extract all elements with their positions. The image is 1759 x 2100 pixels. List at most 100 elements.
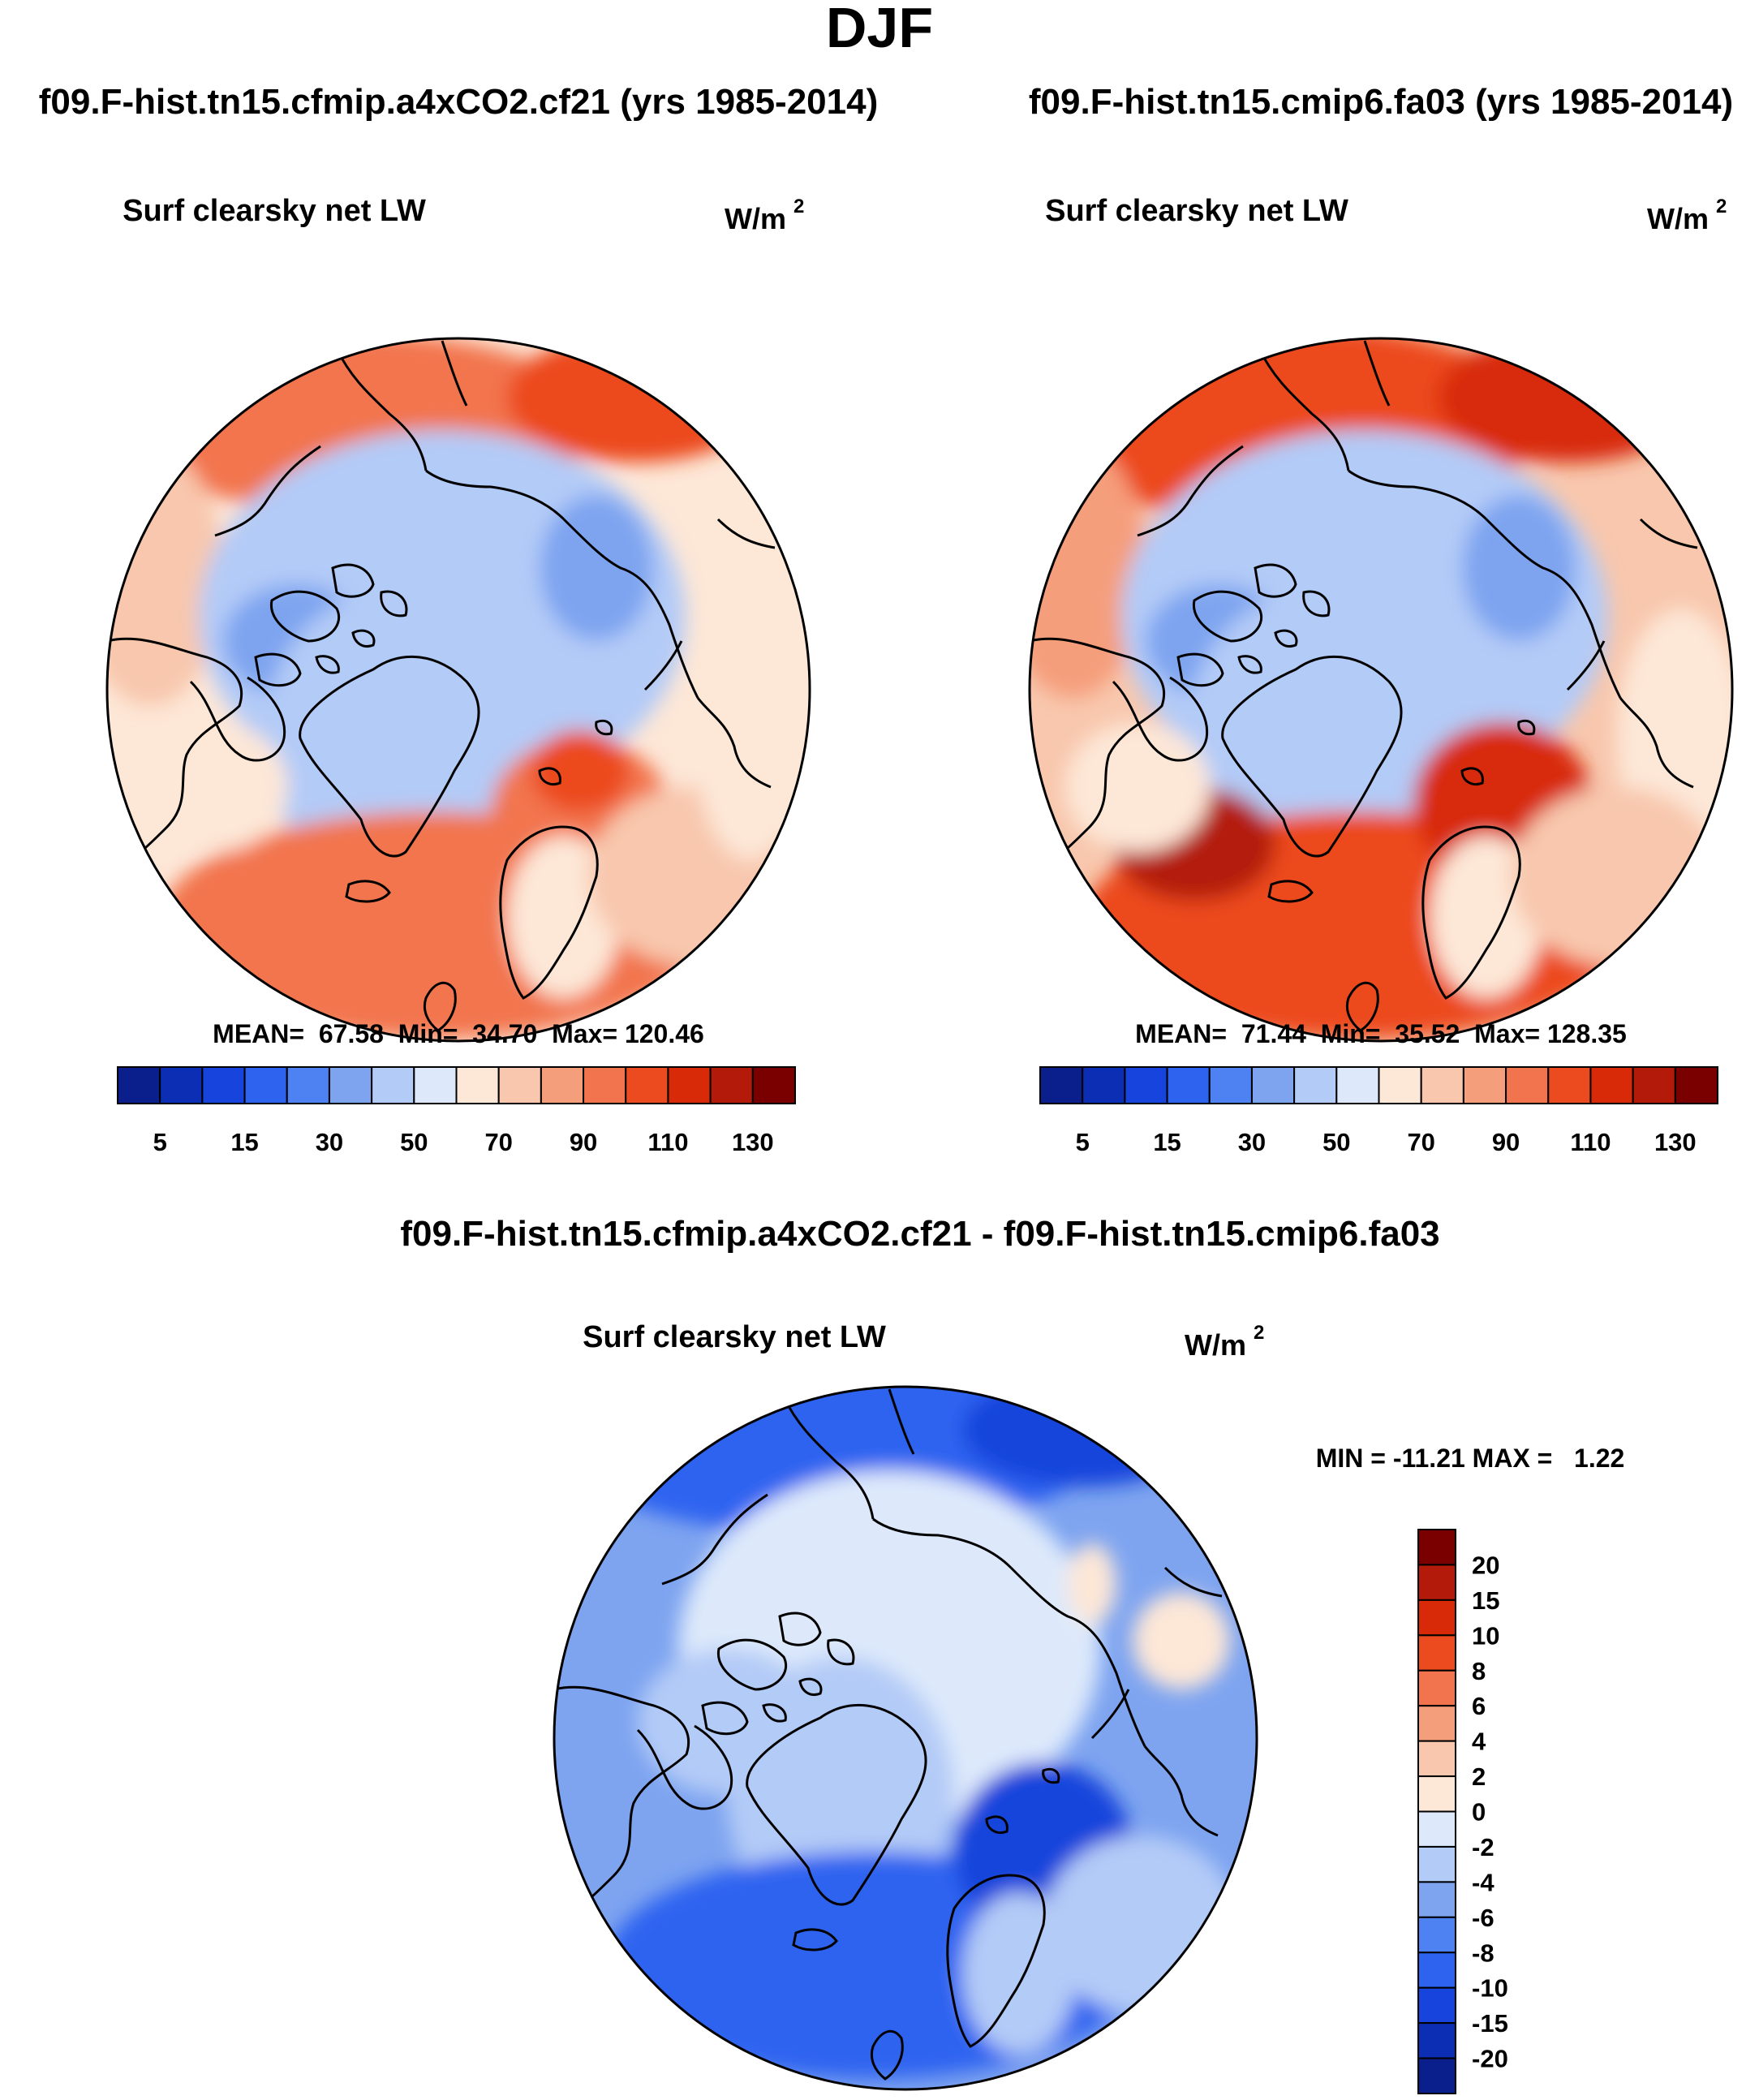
right-colorbar-label: 90 [1492,1128,1520,1156]
diff-colorbar-box [1417,1564,1456,1601]
left-stats: MEAN= 67.58 Min= 34.70 Max= 120.46 [213,1019,704,1048]
diff-colorbar-label: -4 [1472,1868,1495,1896]
left-colorbar-box [455,1066,500,1104]
diff-colorbar-box [1417,2022,1456,2059]
right-colorbar-box [1250,1066,1296,1104]
right-colorbar-box [1082,1066,1126,1104]
right-colorbar-label: 30 [1238,1128,1266,1156]
left-colorbar-box [625,1066,669,1104]
right-colorbar-box [1293,1066,1338,1104]
diff-colorbar-box [1417,1740,1456,1778]
figure-title: DJF [826,0,933,59]
right-map [1028,337,1734,1043]
right-colorbar-box [1378,1066,1422,1104]
left-colorbar-box [540,1066,585,1104]
right-colorbar-box [1208,1066,1253,1104]
diff-colorbar-label: -10 [1472,1974,1508,2003]
diff-colorbar-box [1417,1599,1456,1637]
left-colorbar-label: 110 [647,1128,688,1156]
left-colorbar-box [201,1066,246,1104]
right-colorbar-box [1632,1066,1676,1104]
diff-colorbar-box [1417,1634,1456,1672]
diff-colorbar-box [1417,1952,1456,1989]
left-colorbar-box [243,1066,288,1104]
diff-colorbar-box [1417,1881,1456,1918]
left-colorbar-label: 50 [400,1128,428,1156]
left-colorbar-box [667,1066,712,1104]
diff-colorbar-box [1417,1529,1456,1566]
left-colorbar: 5 15 30 50 70 90 110 130 [117,1066,796,1156]
diff-colorbar-label: 10 [1472,1621,1499,1650]
left-map [105,337,811,1043]
diff-colorbar-label: 20 [1472,1551,1499,1579]
diff-colorbar-label: 4 [1472,1728,1486,1756]
left-colorbar-label: 5 [153,1128,167,1156]
right-colorbar-label: 130 [1654,1128,1697,1156]
left-colorbar-box [328,1066,373,1104]
right-colorbar-box [1166,1066,1211,1104]
left-colorbar-label: 15 [230,1128,258,1156]
right-colorbar: 5 15 30 50 70 90 110 130 [1039,1066,1718,1156]
diff-colorbar-label: 8 [1472,1657,1486,1685]
right-colorbar-box [1505,1066,1550,1104]
right-colorbar-box [1335,1066,1380,1104]
right-colorbar-box [1039,1066,1084,1104]
left-colorbar-box [583,1066,627,1104]
diff-colorbar-label: -20 [1472,2045,1508,2073]
left-units: W/m 2 [725,196,804,235]
diff-colorbar-label: 6 [1472,1692,1486,1720]
diff-variable-label: Surf clearsky net LW [583,1320,886,1354]
diff-colorbar-label: -6 [1472,1904,1495,1932]
left-colorbar-box [371,1066,415,1104]
diff-colorbar-box [1417,1845,1456,1883]
left-colorbar-box [286,1066,330,1104]
left-colorbar-label: 70 [484,1128,512,1156]
diff-colorbar-box [1417,1775,1456,1813]
left-colorbar-box [751,1066,796,1104]
left-colorbar-label: 130 [732,1128,774,1156]
right-colorbar-label: 110 [1570,1128,1611,1156]
right-case-title: f09.F-hist.tn15.cmip6.fa03 (yrs 1985-201… [1029,82,1733,122]
left-colorbar-box [709,1066,754,1104]
right-colorbar-box [1547,1066,1592,1104]
left-colorbar-box [413,1066,458,1104]
diff-colorbar-box [1417,1916,1456,1954]
right-units: W/m 2 [1647,196,1727,235]
diff-colorbar-box [1417,2057,1456,2094]
diff-colorbar-label: -8 [1472,1939,1495,1967]
diff-units-base: W/m [1185,1328,1246,1362]
right-units-exp: 2 [1716,196,1727,217]
left-colorbar-box [159,1066,204,1104]
diff-case-title: f09.F-hist.tn15.cfmip.a4xCO2.cf21 - f09.… [400,1214,1439,1254]
right-colorbar-box [1462,1066,1507,1104]
diff-stats: MIN = -11.21 MAX = 1.22 [1316,1444,1625,1473]
left-units-exp: 2 [793,196,804,217]
diff-colorbar-label: 15 [1472,1586,1499,1615]
left-variable-label: Surf clearsky net LW [123,194,426,228]
diff-colorbar-label: -15 [1472,2009,1508,2038]
right-colorbar-box [1674,1066,1718,1104]
right-colorbar-box [1589,1066,1634,1104]
diff-colorbar-label: -2 [1472,1833,1495,1861]
diff-units: W/m 2 [1185,1322,1264,1362]
right-stats: MEAN= 71.44 Min= 35.52 Max= 128.35 [1135,1019,1627,1048]
left-colorbar-label: 30 [316,1128,343,1156]
diff-colorbar-box [1417,1986,1456,2025]
left-colorbar-box [117,1066,161,1104]
right-colorbar-label: 50 [1322,1128,1350,1156]
right-colorbar-box [1124,1066,1168,1104]
diff-colorbar-box [1417,1810,1456,1848]
left-units-base: W/m [725,202,786,235]
right-colorbar-label: 5 [1076,1128,1090,1156]
right-colorbar-label: 15 [1153,1128,1181,1156]
diff-colorbar-label: 2 [1472,1762,1486,1791]
diff-colorbar-box [1417,1705,1456,1742]
left-case-title: f09.F-hist.tn15.cfmip.a4xCO2.cf21 (yrs 1… [39,82,878,122]
right-units-base: W/m [1647,202,1709,235]
right-colorbar-box [1420,1066,1464,1104]
left-colorbar-box [497,1066,542,1104]
diff-units-exp: 2 [1254,1322,1264,1344]
diff-colorbar-box [1417,1669,1456,1707]
